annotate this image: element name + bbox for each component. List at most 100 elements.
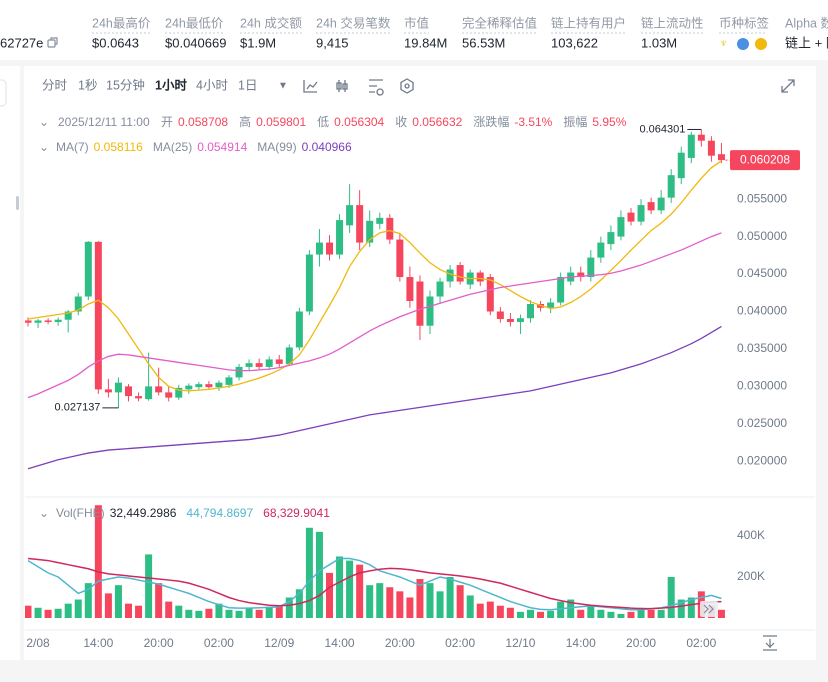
candle-body [597,242,605,258]
tag-icon[interactable] [755,38,767,50]
candle-body [527,303,534,319]
toolbar: 分时 1秒 15分钟 1小时 4小时 1日 [42,77,257,92]
collapse-icon[interactable]: ⌄ [39,140,49,154]
volume-bar [225,609,233,618]
candle-body [175,387,183,398]
interval-tab[interactable]: 4小时 [196,78,228,92]
volume-bar [285,597,293,618]
candle-body [54,319,62,322]
candle-body [607,232,615,245]
collapse-icon[interactable]: ⌄ [39,115,49,129]
x-tick-label: 14:00 [325,636,355,650]
candle-body [235,366,243,378]
tag-icons[interactable]: ♆ [719,36,767,50]
x-tick-label: 2/08 [26,636,50,650]
tag-icon[interactable]: ♆ [719,36,728,50]
volume-bar [315,531,323,618]
candle-body [506,318,514,322]
candle-body [386,217,394,240]
info-value: 0.058708 [178,115,228,129]
volume-bar [496,605,504,618]
stat-value: $1.9M [240,35,276,50]
volume-ma-value: 44,794.8697 [186,506,253,520]
stat-label: 链上持有用户 [551,15,626,30]
copy-icon[interactable] [47,37,58,48]
more-intervals[interactable]: ▼ [278,81,288,92]
ma-line [27,160,722,392]
fullscreen-icon[interactable] [781,79,795,93]
candle-body [516,318,524,322]
header-bar [0,0,828,60]
y-tick-label: 0.035000 [737,341,787,355]
candle-body [346,205,354,226]
info-value: 0.056304 [334,115,384,129]
volume-bar [275,605,283,618]
volume-bar [25,605,32,618]
interval-tab[interactable]: 1秒 [78,78,97,92]
volume-bar [336,556,344,618]
candle-body [667,175,675,198]
scrollbar[interactable] [16,196,19,210]
scroll-latest[interactable] [700,601,718,617]
stat-value: 1.03M [641,35,677,50]
candle-body [285,347,293,364]
volume-bar [476,603,484,618]
candle-body [416,281,424,326]
volume-bar [44,609,52,618]
collapse-icon[interactable]: ⌄ [39,506,49,520]
interval-tab[interactable]: 分时 [42,78,68,92]
interval-tab[interactable]: 1小时 [155,77,187,92]
side-button[interactable] [0,79,7,107]
candle-body [245,363,253,367]
volume-bar [396,591,404,618]
candle-body [496,311,504,319]
volume-bar [346,560,354,618]
interval-tab[interactable]: 1日 [238,78,257,92]
volume-bar [195,610,203,618]
volume-bar [356,564,364,618]
volume-bar [557,601,565,618]
candle-body [486,277,494,312]
settings-icon[interactable] [400,78,414,94]
info-value: 0.056632 [412,115,462,129]
x-tick-label: 02:00 [686,636,716,650]
ma-line [27,325,722,470]
tag-icon[interactable] [737,38,749,50]
volume-bar [215,603,223,618]
volume-bar [205,608,213,618]
volume-name: Vol(FHE) [56,506,105,520]
volume-bar [627,611,635,618]
info-label: 振幅 [563,114,587,129]
volume-bar [466,595,474,618]
volume-bar [506,607,514,618]
scroll-latest-icon [703,604,714,614]
volume-bar [145,554,153,618]
y-tick-label: 0.025000 [737,416,787,430]
template-icon[interactable] [369,79,384,96]
info-value: 0.059801 [256,115,306,129]
scale-icon[interactable] [763,635,777,651]
candle-icon[interactable] [336,80,348,92]
x-tick-label: 12/09 [264,636,294,650]
indicator-icon[interactable] [303,80,318,93]
volume-bar [456,585,464,618]
candle-body [295,311,303,348]
volume-value: 32,449.2986 [110,506,177,520]
interval-tab[interactable]: 15分钟 [106,77,145,92]
x-tick-label: 02:00 [445,636,475,650]
volume-bar [667,576,675,618]
volume-bar [135,605,143,618]
volume-bar [64,603,72,618]
stat-value: 103,622 [551,35,598,50]
candle-body [84,241,92,297]
stats: 24h最高价 $0.0643 24h最低价 $0.040669 24h 成交额 $1.9M… [92,15,704,50]
y-tick-label: 0.030000 [737,379,787,393]
candle-body [34,320,42,323]
x-tick-label: 20:00 [385,636,415,650]
volume-tick-label: 200K [737,569,765,583]
axes: 0.020000 0.025000 0.030000 0.035000 0.040000… [26,191,787,650]
candle-body [446,269,454,282]
volume-bar [637,607,645,618]
y-tick-label: 0.040000 [737,304,787,318]
